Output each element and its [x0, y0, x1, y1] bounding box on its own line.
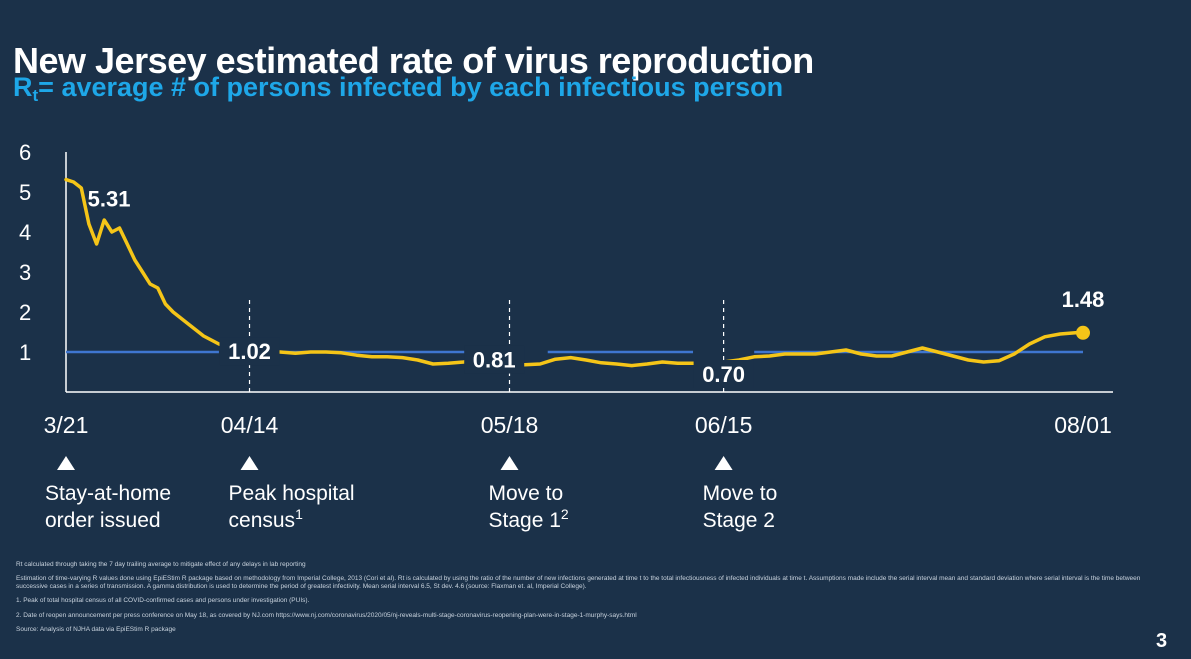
x-tick-label-3: 06/15 [695, 412, 753, 438]
x-tick-label-4: 08/01 [1054, 412, 1112, 438]
event-label-line1-3: Move to [703, 482, 778, 505]
page-number: 3 [1156, 630, 1168, 652]
page-subtitle: Rt= average # of persons infected by eac… [13, 72, 783, 106]
event-marker-triangle-2 [500, 456, 519, 470]
subtitle-subscript: t [32, 86, 39, 105]
rt-series-line [64, 177, 1085, 368]
value-label-bg-2 [464, 345, 525, 374]
event-marker-triangle-3 [714, 456, 733, 470]
footnotes: Rt calculated through taking the 7 day t… [16, 561, 1166, 640]
event-label-line1-0: Stay-at-home [45, 482, 171, 505]
event-label-line1-1: Peak hospital [229, 482, 355, 505]
x-tick-label-2: 05/18 [481, 412, 539, 438]
value-label-bg-3 [693, 360, 754, 388]
value-label-1: 1.02 [228, 339, 271, 364]
subtitle-symbol: R [13, 72, 33, 102]
footnote-methodology: Estimation of time-varying R values done… [16, 575, 1141, 591]
event-label-line2-2: Stage 12 [489, 506, 569, 532]
y-tick-label-4: 4 [19, 220, 31, 245]
y-tick-label-1: 1 [19, 340, 31, 365]
rt-line-chart: 1 2 3 4 5 6 3/21 04/14 05/18 06/15 08/01 5.31 1.02 0.… [19, 140, 1113, 532]
value-label-3: 0.70 [702, 362, 745, 387]
y-tick-label-5: 5 [19, 180, 31, 205]
event-marker-triangle-1 [240, 456, 259, 470]
event-label-line2-0: order issued [45, 509, 161, 532]
value-label-2: 0.81 [473, 348, 516, 373]
footnote-peak-census: 1. Peak of total hospital census of all … [16, 597, 310, 605]
event-label-line2-1: census1 [229, 506, 304, 532]
value-label-0: 5.31 [88, 187, 131, 212]
x-tick-label-0: 3/21 [44, 412, 89, 438]
y-tick-label-2: 2 [19, 300, 31, 325]
rt-latest-point [1076, 325, 1090, 340]
event-marker-triangle-0 [57, 456, 75, 470]
subtitle-text: = average # of persons infected by each … [38, 72, 784, 102]
footnote-rt-average: Rt calculated through taking the 7 day t… [16, 561, 306, 568]
page-title: New Jersey estimated rate of virus repro… [13, 40, 814, 81]
event-label-line1-2: Move to [489, 482, 564, 505]
event-label-superscript-1: 1 [295, 506, 303, 522]
y-tick-label-6: 6 [19, 140, 31, 165]
value-label-bg-1 [219, 337, 280, 366]
value-label-4: 1.48 [1062, 287, 1105, 312]
event-label-line2-3: Stage 2 [703, 509, 775, 532]
footnote-source: Source: Analysis of NJHA data via EpiESt… [16, 625, 176, 633]
event-label-superscript-2: 2 [561, 506, 569, 522]
x-tick-label-1: 04/14 [221, 412, 279, 438]
footnote-reopen-date: 2. Date of reopen announcement per press… [16, 611, 637, 619]
y-tick-label-3: 3 [19, 260, 31, 285]
